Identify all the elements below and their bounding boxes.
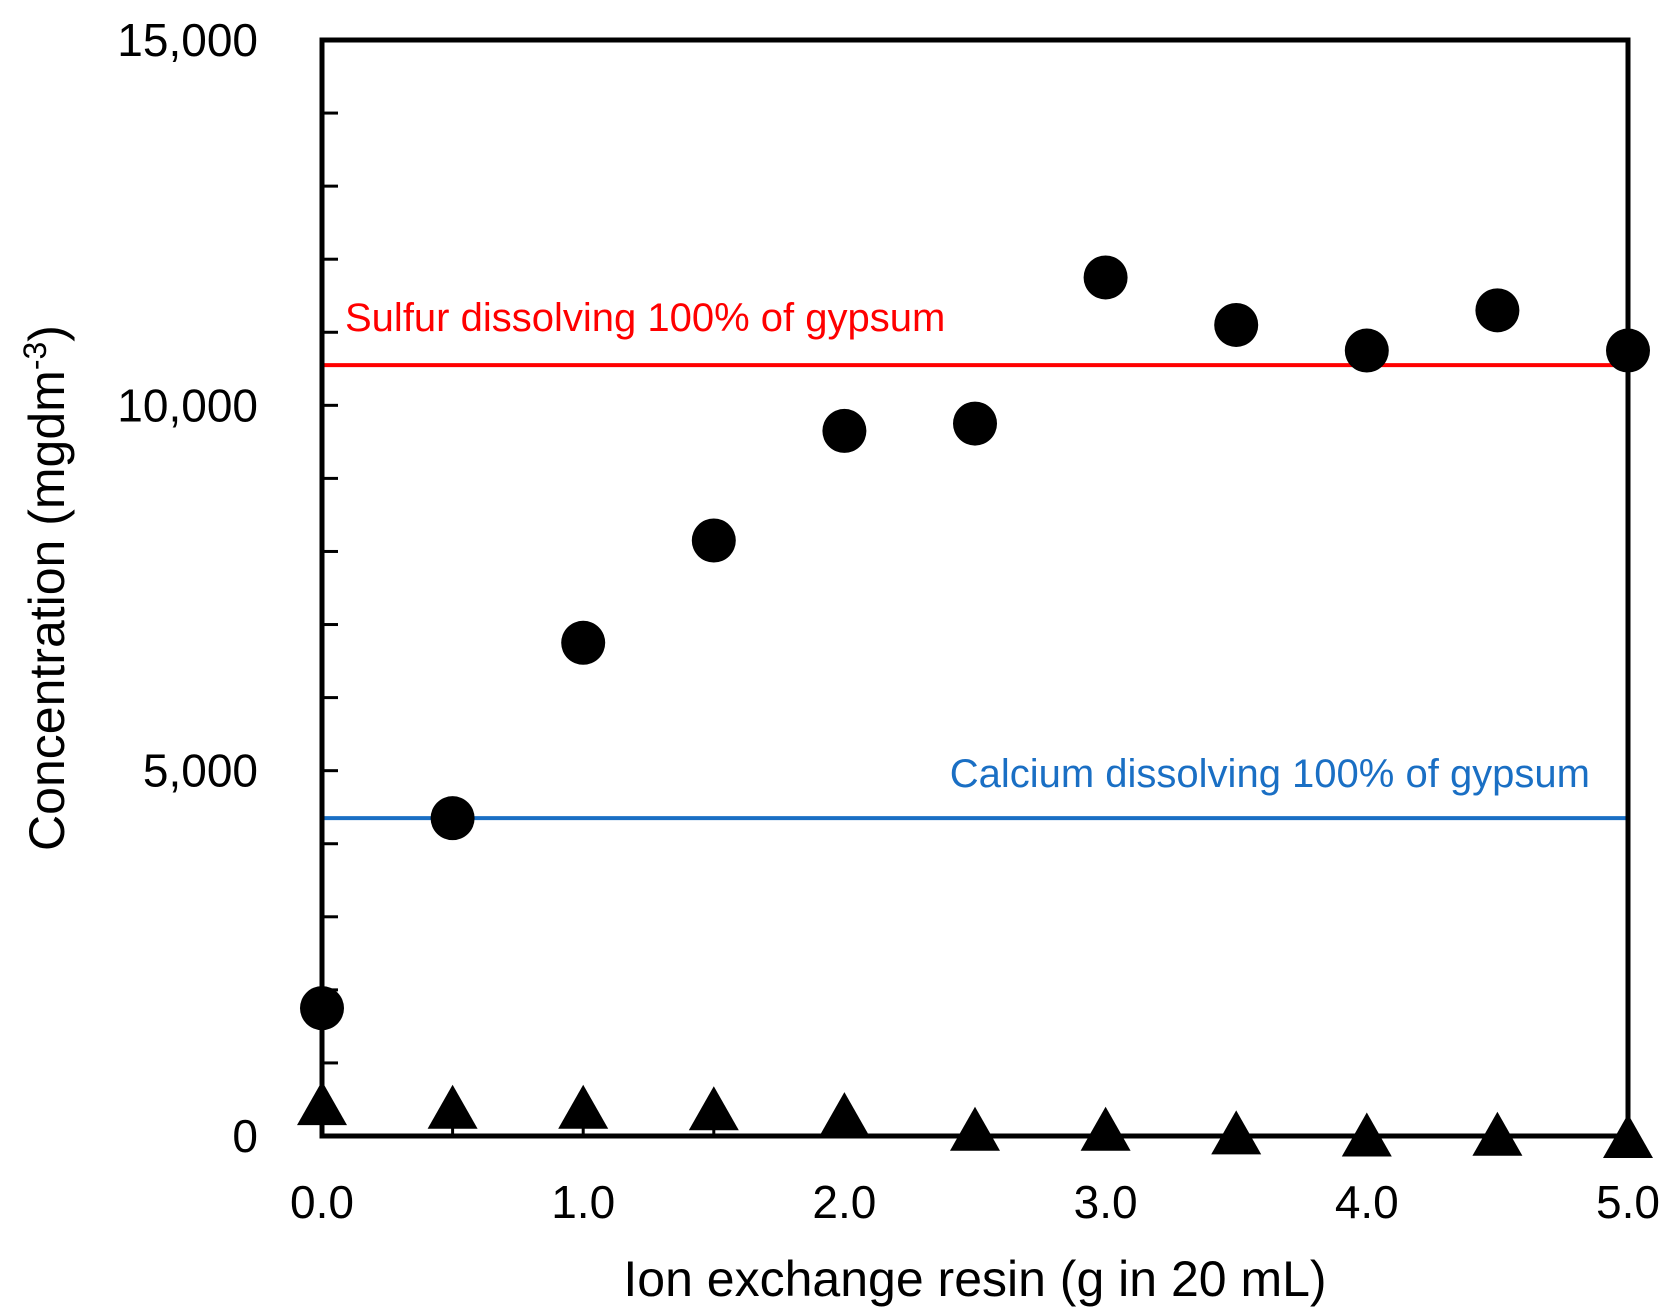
y-tick-label: 15,000 xyxy=(117,14,258,66)
y-tick-label: 5,000 xyxy=(143,745,258,797)
point-sulfur xyxy=(561,620,606,665)
point-calcium xyxy=(1341,1112,1392,1157)
point-calcium xyxy=(427,1084,478,1129)
point-sulfur xyxy=(1083,255,1128,300)
point-calcium xyxy=(819,1092,870,1137)
x-tick-label: 5.0 xyxy=(1596,1176,1660,1228)
y-axis-tick-labels: 0 5,000 10,000 15,000 xyxy=(117,14,258,1162)
point-sulfur xyxy=(1344,328,1389,373)
point-calcium xyxy=(1211,1110,1262,1155)
point-calcium xyxy=(1080,1106,1131,1151)
x-tick-label: 2.0 xyxy=(812,1176,876,1228)
reference-label-calcium-100: Calcium dissolving 100% of gypsum xyxy=(950,752,1590,796)
point-sulfur xyxy=(953,401,997,446)
x-axis-title: Ion exchange resin (g in 20 mL) xyxy=(623,1251,1326,1307)
y-axis-title-main: Concentration (mgdm xyxy=(19,370,75,851)
x-tick-label: 0.0 xyxy=(290,1176,354,1228)
point-calcium xyxy=(950,1106,1000,1151)
x-axis-tick-labels: 0.0 1.0 2.0 3.0 4.0 5.0 xyxy=(290,1176,1660,1228)
data-markers xyxy=(297,255,1653,1158)
point-calcium xyxy=(558,1084,609,1129)
point-sulfur xyxy=(300,986,344,1031)
point-sulfur xyxy=(822,408,867,453)
point-sulfur xyxy=(691,518,736,563)
y-tick-label: 0 xyxy=(232,1110,258,1162)
point-sulfur xyxy=(1214,302,1259,347)
y-axis-title-close: ) xyxy=(19,325,75,342)
point-calcium xyxy=(688,1086,739,1131)
x-tick-label: 3.0 xyxy=(1074,1176,1138,1228)
y-tick-label: 10,000 xyxy=(117,379,258,431)
point-calcium xyxy=(1603,1114,1653,1158)
x-tick-label: 1.0 xyxy=(551,1176,615,1228)
y-axis-title: Concentration (mgdm-3) xyxy=(17,325,75,851)
point-calcium xyxy=(1472,1111,1523,1156)
reference-line-labels: Sulfur dissolving 100% of gypsum Calcium … xyxy=(345,296,1590,796)
x-tick-label: 4.0 xyxy=(1335,1176,1399,1228)
point-sulfur xyxy=(430,796,475,841)
point-calcium xyxy=(297,1081,347,1126)
reference-lines xyxy=(322,363,1628,821)
y-axis-title-superscript: -3 xyxy=(17,342,53,370)
reference-label-sulfur-100: Sulfur dissolving 100% of gypsum xyxy=(345,296,945,340)
point-sulfur xyxy=(1475,288,1520,333)
plot-area-frame xyxy=(319,37,1631,1139)
point-sulfur xyxy=(1606,328,1650,373)
